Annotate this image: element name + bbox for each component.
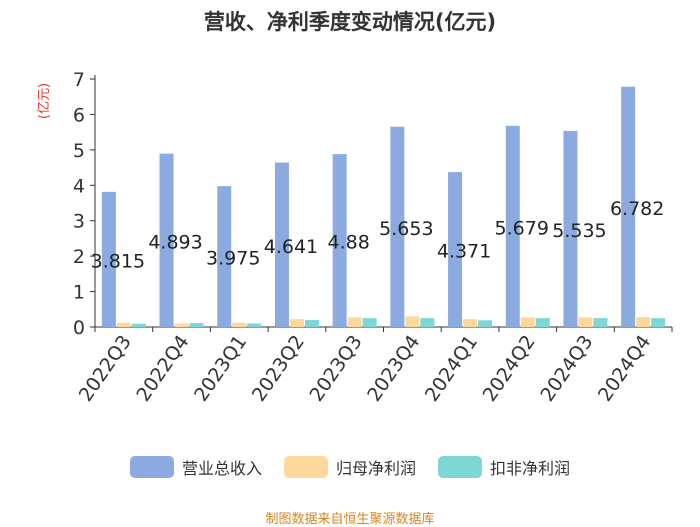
bar-parent-net-profit — [232, 322, 247, 327]
bar-deducted-net-profit — [189, 323, 204, 327]
data-label: 4.641 — [264, 236, 318, 258]
legend: 营业总收入 归母净利润 扣非净利润 — [0, 455, 700, 479]
y-tick-label: 7 — [73, 69, 85, 91]
y-tick-label: 4 — [73, 175, 85, 197]
data-label: 5.653 — [379, 218, 433, 240]
x-tick-label: 2022Q4 — [132, 331, 193, 405]
x-tick-label: 2023Q4 — [363, 331, 424, 405]
y-tick-label: 6 — [73, 104, 85, 126]
bar-deducted-net-profit — [304, 319, 319, 327]
x-tick-label: 2023Q1 — [190, 331, 251, 405]
bar-deducted-net-profit — [478, 320, 493, 327]
bar-revenue — [332, 154, 347, 327]
data-label: 5.535 — [552, 220, 606, 242]
footer-source: 制图数据来自恒生聚源数据库 — [265, 512, 435, 527]
bar-revenue — [448, 172, 463, 327]
bar-revenue — [159, 153, 174, 327]
y-tick-label: 1 — [73, 282, 85, 304]
x-tick-label: 2024Q3 — [536, 331, 597, 405]
bar-parent-net-profit — [405, 316, 420, 327]
data-label: 4.893 — [148, 231, 202, 253]
legend-item-revenue[interactable]: 营业总收入 — [129, 455, 262, 479]
legend-label-revenue: 营业总收入 — [181, 459, 262, 478]
legend-swatch-parent-net-profit — [283, 456, 328, 478]
legend-label-parent-net-profit: 归母净利润 — [335, 459, 416, 478]
bar-revenue — [505, 125, 520, 327]
data-label: 3.815 — [91, 250, 145, 272]
data-label: 3.975 — [206, 248, 260, 270]
x-tick-label: 2024Q1 — [421, 331, 482, 405]
chart-title: 营收、净利季度变动情况(亿元) — [203, 10, 497, 34]
bar-parent-net-profit — [347, 317, 362, 327]
legend-swatch-revenue — [129, 456, 174, 478]
bar-revenue — [621, 86, 636, 328]
legend-label-deducted-net-profit: 扣非净利润 — [490, 459, 571, 478]
bar-deducted-net-profit — [651, 318, 666, 327]
y-axis-label: (亿元) — [37, 83, 52, 119]
bar-parent-net-profit — [636, 317, 651, 327]
x-tick-label: 2023Q2 — [248, 331, 309, 405]
y-tick-label: 5 — [73, 140, 85, 162]
bar-parent-net-profit — [174, 323, 189, 327]
data-label: 6.782 — [610, 198, 664, 220]
bar-deducted-net-profit — [420, 318, 435, 327]
y-tick-label: 2 — [73, 246, 85, 268]
bar-deducted-net-profit — [247, 323, 262, 327]
bar-revenue — [217, 186, 232, 327]
bar-revenue — [101, 191, 116, 327]
x-tick-label: 2023Q3 — [305, 331, 366, 405]
bar-parent-net-profit — [463, 319, 478, 327]
bar-parent-net-profit — [289, 319, 304, 327]
bar-parent-net-profit — [520, 317, 535, 327]
x-tick-label: 2024Q2 — [479, 331, 540, 405]
y-tick-label: 0 — [73, 317, 85, 339]
bar-revenue — [390, 126, 405, 327]
legend-item-deducted-net-profit[interactable]: 扣非净利润 — [438, 455, 570, 479]
bar-deducted-net-profit — [593, 318, 608, 327]
bar-deducted-net-profit — [131, 323, 146, 327]
bar-deducted-net-profit — [362, 318, 377, 327]
x-tick-label: 2024Q4 — [594, 331, 655, 405]
bar-revenue — [563, 130, 578, 327]
bar-parent-net-profit — [578, 317, 593, 327]
data-label: 5.679 — [495, 217, 549, 239]
legend-item-parent-net-profit[interactable]: 归母净利润 — [283, 455, 416, 479]
data-label: 4.88 — [327, 232, 369, 254]
x-tick-label: 2022Q3 — [75, 331, 136, 405]
legend-swatch-deducted-net-profit — [438, 456, 482, 478]
y-tick-label: 3 — [73, 211, 85, 233]
data-label: 4.371 — [437, 241, 491, 263]
bar-parent-net-profit — [116, 322, 131, 327]
bar-revenue — [274, 162, 289, 327]
bar-deducted-net-profit — [535, 318, 550, 327]
